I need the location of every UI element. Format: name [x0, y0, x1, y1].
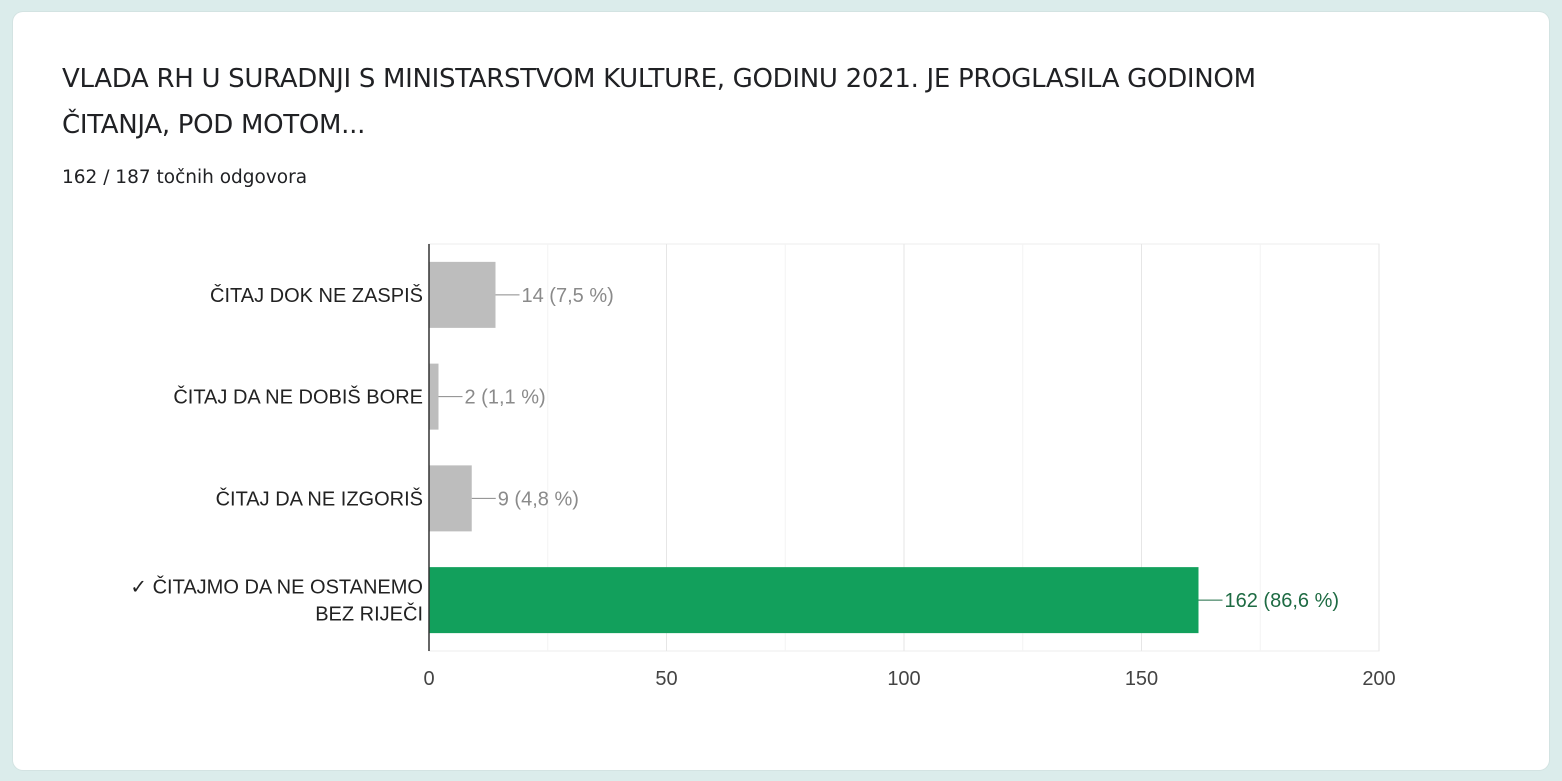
x-tick-label: 200: [1362, 668, 1395, 690]
correct-answers-summary: 162 / 187 točnih odgovora: [62, 167, 308, 188]
category-label: ✓ ČITAJMO DA NE OSTANEMO: [130, 576, 423, 599]
x-tick-label: 50: [655, 668, 677, 690]
category-label: ČITAJ DA NE IZGORIŠ: [216, 487, 423, 510]
x-tick-label: 100: [887, 668, 920, 690]
question-title: VLADA RH U SURADNJI S MINISTARSTVOM KULT…: [62, 64, 1256, 140]
category-label: ČITAJ DOK NE ZASPIŠ: [210, 284, 423, 307]
category-label: ČITAJ DA NE DOBIŠ BORE: [173, 386, 423, 409]
data-label: 2 (1,1 %): [465, 387, 546, 409]
data-label: 162 (86,6 %): [1225, 590, 1340, 612]
bar: [429, 465, 472, 532]
data-label: 9 (4,8 %): [498, 488, 579, 510]
x-tick-label: 150: [1125, 668, 1158, 690]
category-label: BEZ RIJEČI: [315, 603, 423, 626]
question-card: [13, 12, 1549, 770]
bar: [429, 261, 496, 328]
bar: [429, 363, 439, 430]
x-tick-label: 0: [423, 668, 434, 690]
data-label: 14 (7,5 %): [522, 285, 614, 307]
bar: [429, 567, 1199, 634]
